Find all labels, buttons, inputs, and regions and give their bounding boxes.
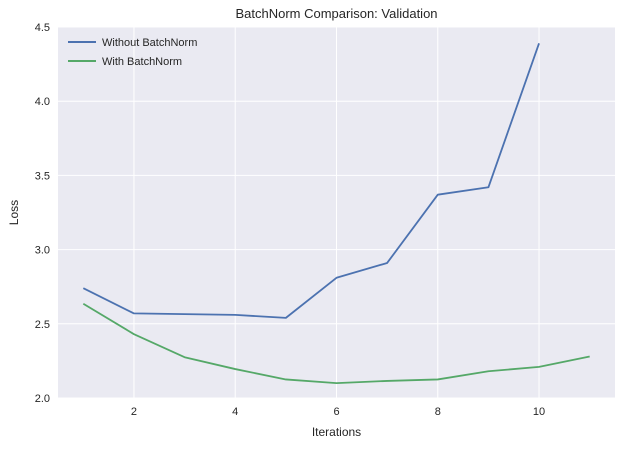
x-tick-label: 4 bbox=[232, 406, 238, 418]
x-tick-label: 8 bbox=[435, 406, 441, 418]
y-tick-label: 2.0 bbox=[35, 393, 50, 405]
y-axis-label: Loss bbox=[7, 200, 21, 225]
legend: Without BatchNorm With BatchNorm bbox=[68, 37, 197, 68]
x-tick-label: 10 bbox=[533, 406, 545, 418]
y-tick-label: 4.0 bbox=[35, 96, 50, 108]
y-tick-label: 3.5 bbox=[35, 170, 50, 182]
legend-label: Without BatchNorm bbox=[102, 37, 197, 49]
x-axis-ticks: 2 4 6 8 10 bbox=[131, 406, 545, 418]
y-tick-label: 4.5 bbox=[35, 22, 50, 34]
y-axis-ticks: 2.0 2.5 3.0 3.5 4.0 4.5 bbox=[35, 22, 50, 405]
y-tick-label: 3.0 bbox=[35, 245, 50, 257]
x-tick-label: 2 bbox=[131, 406, 137, 418]
grid-lines bbox=[58, 26, 615, 399]
series-layer bbox=[82, 43, 590, 385]
y-tick-label: 2.5 bbox=[35, 319, 50, 331]
chart-title: BatchNorm Comparison: Validation bbox=[235, 6, 437, 21]
x-axis-label: Iterations bbox=[312, 425, 361, 439]
x-tick-label: 6 bbox=[333, 406, 339, 418]
legend-label: With BatchNorm bbox=[102, 56, 182, 68]
series-line-1 bbox=[82, 43, 540, 319]
